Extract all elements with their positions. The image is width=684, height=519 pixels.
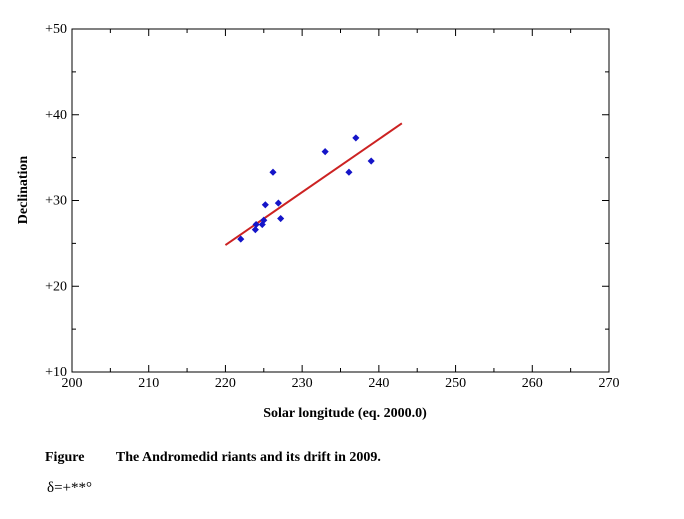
- y-tick-label: +30: [45, 194, 67, 209]
- radiant-point: [269, 168, 277, 176]
- drift-line: [224, 122, 403, 246]
- x-tick-label: 250: [445, 376, 466, 391]
- y-axis-title: Declination: [16, 156, 31, 225]
- figure-label: Figure: [45, 450, 85, 465]
- plot-frame: [71, 28, 610, 373]
- figure-caption: Figure The Andromedid riants and its dri…: [45, 450, 665, 466]
- declination-formula: δ=+**°: [47, 480, 92, 496]
- x-axis: 200 210 220 230 240 250 260 270: [62, 29, 620, 391]
- radiant-point: [261, 201, 269, 209]
- radiant-point: [274, 199, 282, 207]
- radiant-point: [237, 235, 245, 243]
- y-tick-label: +40: [45, 108, 67, 123]
- radiant-point: [252, 220, 260, 229]
- x-tick-label: 240: [368, 376, 389, 391]
- x-tick-label: 200: [62, 376, 83, 391]
- radiant-point: [352, 134, 360, 142]
- x-tick-label: 230: [292, 376, 313, 391]
- radiant-point: [277, 214, 285, 223]
- x-tick-label: 220: [215, 376, 236, 391]
- radiant-point: [367, 157, 375, 165]
- x-tick-label: 270: [599, 376, 620, 391]
- x-tick-label: 260: [522, 376, 543, 391]
- radiant-point: [251, 226, 259, 234]
- plot-border: [71, 28, 610, 373]
- y-tick-label: +50: [45, 22, 67, 37]
- x-axis-title: Solar longitude (eq. 2000.0): [263, 406, 427, 421]
- x-tick-label: 210: [138, 376, 159, 391]
- series-layer: [224, 122, 403, 246]
- figure-caption-text: The Andromedid riants and its drift in 2…: [115, 450, 381, 465]
- radiant-point: [345, 168, 353, 176]
- radiant-point: [321, 148, 329, 156]
- y-axis: +10 +20 +30 +40 +50: [45, 22, 609, 380]
- y-tick-label: +20: [45, 279, 67, 294]
- y-tick-label: +10: [45, 365, 67, 380]
- radiant-point: [260, 216, 268, 224]
